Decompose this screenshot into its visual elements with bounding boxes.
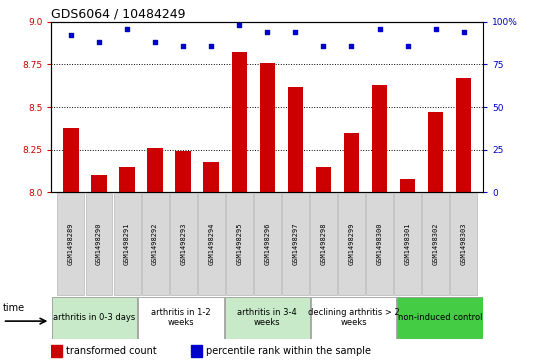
Bar bbox=[191, 345, 202, 357]
Bar bbox=[397, 297, 483, 339]
Point bbox=[347, 43, 356, 49]
Text: GSM1498302: GSM1498302 bbox=[433, 223, 438, 265]
Bar bbox=[113, 193, 140, 295]
Bar bbox=[57, 193, 84, 295]
Text: arthritis in 1-2
weeks: arthritis in 1-2 weeks bbox=[151, 308, 211, 327]
Bar bbox=[204, 162, 219, 192]
Bar bbox=[138, 297, 224, 339]
Bar bbox=[52, 297, 137, 339]
Text: GSM1498297: GSM1498297 bbox=[292, 223, 299, 265]
Point bbox=[94, 39, 103, 45]
Bar bbox=[366, 193, 393, 295]
Bar bbox=[422, 193, 449, 295]
Point bbox=[151, 39, 159, 45]
Bar bbox=[282, 193, 309, 295]
Bar bbox=[141, 193, 168, 295]
Text: time: time bbox=[3, 303, 25, 313]
Text: GSM1498294: GSM1498294 bbox=[208, 223, 214, 265]
Bar bbox=[254, 193, 281, 295]
Bar bbox=[316, 167, 331, 192]
Bar bbox=[450, 193, 477, 295]
Point bbox=[123, 26, 131, 32]
Bar bbox=[344, 133, 359, 192]
Text: GSM1498295: GSM1498295 bbox=[236, 223, 242, 265]
Text: GSM1498289: GSM1498289 bbox=[68, 223, 74, 265]
Bar bbox=[288, 87, 303, 192]
Bar bbox=[456, 78, 471, 192]
Bar bbox=[311, 297, 396, 339]
Bar bbox=[51, 345, 62, 357]
Text: GSM1498301: GSM1498301 bbox=[404, 223, 410, 265]
Bar bbox=[310, 193, 337, 295]
Point bbox=[319, 43, 328, 49]
Text: non-induced control: non-induced control bbox=[398, 313, 482, 322]
Bar bbox=[226, 193, 253, 295]
Text: GSM1498293: GSM1498293 bbox=[180, 223, 186, 265]
Text: arthritis in 0-3 days: arthritis in 0-3 days bbox=[53, 313, 136, 322]
Bar bbox=[225, 297, 310, 339]
Text: percentile rank within the sample: percentile rank within the sample bbox=[206, 346, 370, 356]
Bar bbox=[170, 193, 197, 295]
Bar bbox=[198, 193, 225, 295]
Point bbox=[403, 43, 412, 49]
Point bbox=[460, 29, 468, 35]
Text: GSM1498290: GSM1498290 bbox=[96, 223, 102, 265]
Text: GSM1498303: GSM1498303 bbox=[461, 223, 467, 265]
Point bbox=[179, 43, 187, 49]
Bar bbox=[147, 148, 163, 192]
Text: GSM1498291: GSM1498291 bbox=[124, 223, 130, 265]
Bar bbox=[232, 53, 247, 192]
Bar bbox=[91, 175, 107, 192]
Text: transformed count: transformed count bbox=[66, 346, 157, 356]
Bar bbox=[260, 63, 275, 192]
Point bbox=[375, 26, 384, 32]
Text: GSM1498300: GSM1498300 bbox=[376, 223, 382, 265]
Text: GDS6064 / 10484249: GDS6064 / 10484249 bbox=[51, 8, 186, 21]
Bar bbox=[338, 193, 365, 295]
Text: GSM1498296: GSM1498296 bbox=[264, 223, 271, 265]
Bar bbox=[176, 151, 191, 192]
Point bbox=[263, 29, 272, 35]
Text: GSM1498292: GSM1498292 bbox=[152, 223, 158, 265]
Point bbox=[66, 33, 75, 38]
Bar bbox=[428, 112, 443, 192]
Bar bbox=[400, 179, 415, 192]
Bar bbox=[394, 193, 421, 295]
Bar bbox=[119, 167, 135, 192]
Text: GSM1498299: GSM1498299 bbox=[348, 223, 354, 265]
Text: declining arthritis > 2
weeks: declining arthritis > 2 weeks bbox=[308, 308, 400, 327]
Bar bbox=[85, 193, 112, 295]
Point bbox=[431, 26, 440, 32]
Bar bbox=[63, 127, 79, 192]
Point bbox=[235, 22, 244, 28]
Text: GSM1498298: GSM1498298 bbox=[320, 223, 326, 265]
Bar bbox=[372, 85, 387, 192]
Text: arthritis in 3-4
weeks: arthritis in 3-4 weeks bbox=[238, 308, 297, 327]
Point bbox=[207, 43, 215, 49]
Point bbox=[291, 29, 300, 35]
